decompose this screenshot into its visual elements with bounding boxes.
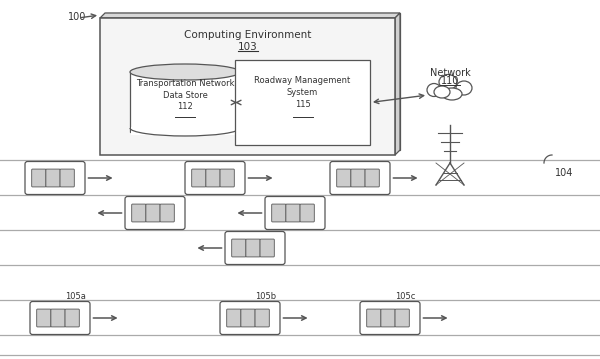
FancyBboxPatch shape [365, 169, 379, 187]
Bar [131, 127, 239, 135]
Bar [130, 72, 240, 132]
Ellipse shape [434, 86, 450, 98]
FancyBboxPatch shape [367, 309, 381, 327]
FancyBboxPatch shape [232, 239, 246, 257]
Text: 105b: 105b [255, 292, 276, 301]
Text: 103: 103 [238, 42, 257, 52]
Ellipse shape [456, 81, 472, 95]
FancyBboxPatch shape [241, 309, 255, 327]
Text: Computing Environment: Computing Environment [184, 30, 311, 40]
FancyBboxPatch shape [227, 309, 241, 327]
FancyBboxPatch shape [32, 169, 46, 187]
FancyBboxPatch shape [65, 309, 79, 327]
FancyBboxPatch shape [25, 162, 85, 195]
Text: 104: 104 [555, 168, 574, 178]
FancyBboxPatch shape [125, 196, 185, 229]
Ellipse shape [427, 84, 441, 97]
FancyBboxPatch shape [132, 204, 146, 222]
Bar [105, 13, 400, 150]
FancyBboxPatch shape [395, 309, 409, 327]
Text: Network: Network [430, 68, 470, 78]
FancyBboxPatch shape [206, 169, 220, 187]
Polygon shape [395, 13, 400, 155]
Polygon shape [100, 13, 400, 18]
FancyBboxPatch shape [337, 169, 351, 187]
FancyBboxPatch shape [220, 169, 235, 187]
Text: Roadway Management
System
115: Roadway Management System 115 [254, 76, 350, 109]
FancyBboxPatch shape [381, 309, 395, 327]
Text: 105a: 105a [65, 292, 86, 301]
Ellipse shape [442, 88, 462, 100]
Bar [100, 18, 395, 155]
FancyBboxPatch shape [330, 162, 390, 195]
Text: 100: 100 [68, 12, 86, 22]
FancyBboxPatch shape [260, 239, 274, 257]
FancyBboxPatch shape [220, 302, 280, 335]
Text: 105c: 105c [395, 292, 415, 301]
Bar [235, 60, 370, 145]
Ellipse shape [130, 64, 240, 80]
FancyBboxPatch shape [300, 204, 314, 222]
FancyBboxPatch shape [160, 204, 175, 222]
FancyBboxPatch shape [272, 204, 286, 222]
Text: Transportation Network
Data Store
112: Transportation Network Data Store 112 [136, 79, 234, 111]
FancyBboxPatch shape [185, 162, 245, 195]
FancyBboxPatch shape [30, 302, 90, 335]
FancyBboxPatch shape [246, 239, 260, 257]
FancyBboxPatch shape [146, 204, 160, 222]
Ellipse shape [439, 75, 457, 89]
FancyBboxPatch shape [37, 309, 51, 327]
FancyBboxPatch shape [192, 169, 206, 187]
FancyBboxPatch shape [60, 169, 74, 187]
FancyBboxPatch shape [255, 309, 269, 327]
FancyBboxPatch shape [225, 232, 285, 265]
Text: 110: 110 [441, 76, 459, 86]
FancyBboxPatch shape [286, 204, 300, 222]
FancyBboxPatch shape [360, 302, 420, 335]
FancyBboxPatch shape [51, 309, 65, 327]
FancyBboxPatch shape [351, 169, 365, 187]
FancyBboxPatch shape [265, 196, 325, 229]
FancyBboxPatch shape [46, 169, 60, 187]
